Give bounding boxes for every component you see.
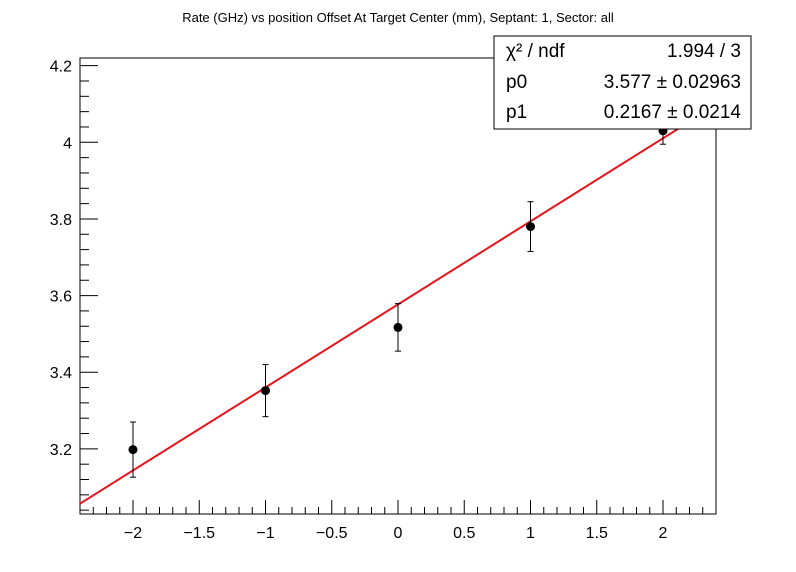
x-tick-label: 2	[659, 525, 668, 542]
data-point	[393, 303, 403, 352]
y-tick-label: 3.8	[50, 212, 72, 229]
point-marker	[128, 445, 138, 455]
y-tick-label: 3.4	[50, 365, 72, 382]
point-marker	[393, 322, 403, 332]
stats-box-frame	[493, 35, 752, 130]
fit-stats-box: χ² / ndf 1.994 / 3 p0 3.577 ± 0.02963 p1 0.21…	[493, 35, 752, 130]
x-tick-label: −1.5	[183, 525, 215, 542]
x-tick-label: 1.5	[586, 525, 608, 542]
stats-value: 0.2167 ± 0.0214	[604, 102, 742, 123]
x-tick-label: −2	[124, 525, 142, 542]
y-tick-label: 4	[63, 135, 72, 152]
x-tick-label: 0.5	[453, 525, 475, 542]
stats-value: 3.577 ± 0.02963	[604, 72, 741, 93]
stats-label: p1	[506, 102, 527, 123]
data-point	[526, 201, 535, 253]
point-marker	[526, 222, 535, 232]
y-tick-label: 3.6	[50, 289, 72, 306]
y-tick-label: 4.2	[50, 59, 72, 76]
x-tick-label: −0.5	[316, 525, 348, 542]
data-point	[261, 364, 270, 418]
x-tick-label: −1	[256, 525, 274, 542]
data-point	[128, 421, 138, 478]
x-tick-label: 1	[526, 525, 535, 542]
stats-label: p0	[506, 72, 527, 93]
stats-label: χ² / ndf	[506, 41, 565, 62]
y-tick-label: 3.2	[50, 442, 72, 459]
point-marker	[261, 386, 270, 396]
chart-title: Rate (GHz) vs position Offset At Target …	[182, 10, 614, 25]
x-tick-label: 0	[394, 525, 403, 542]
stats-value: 1.994 / 3	[667, 41, 741, 62]
